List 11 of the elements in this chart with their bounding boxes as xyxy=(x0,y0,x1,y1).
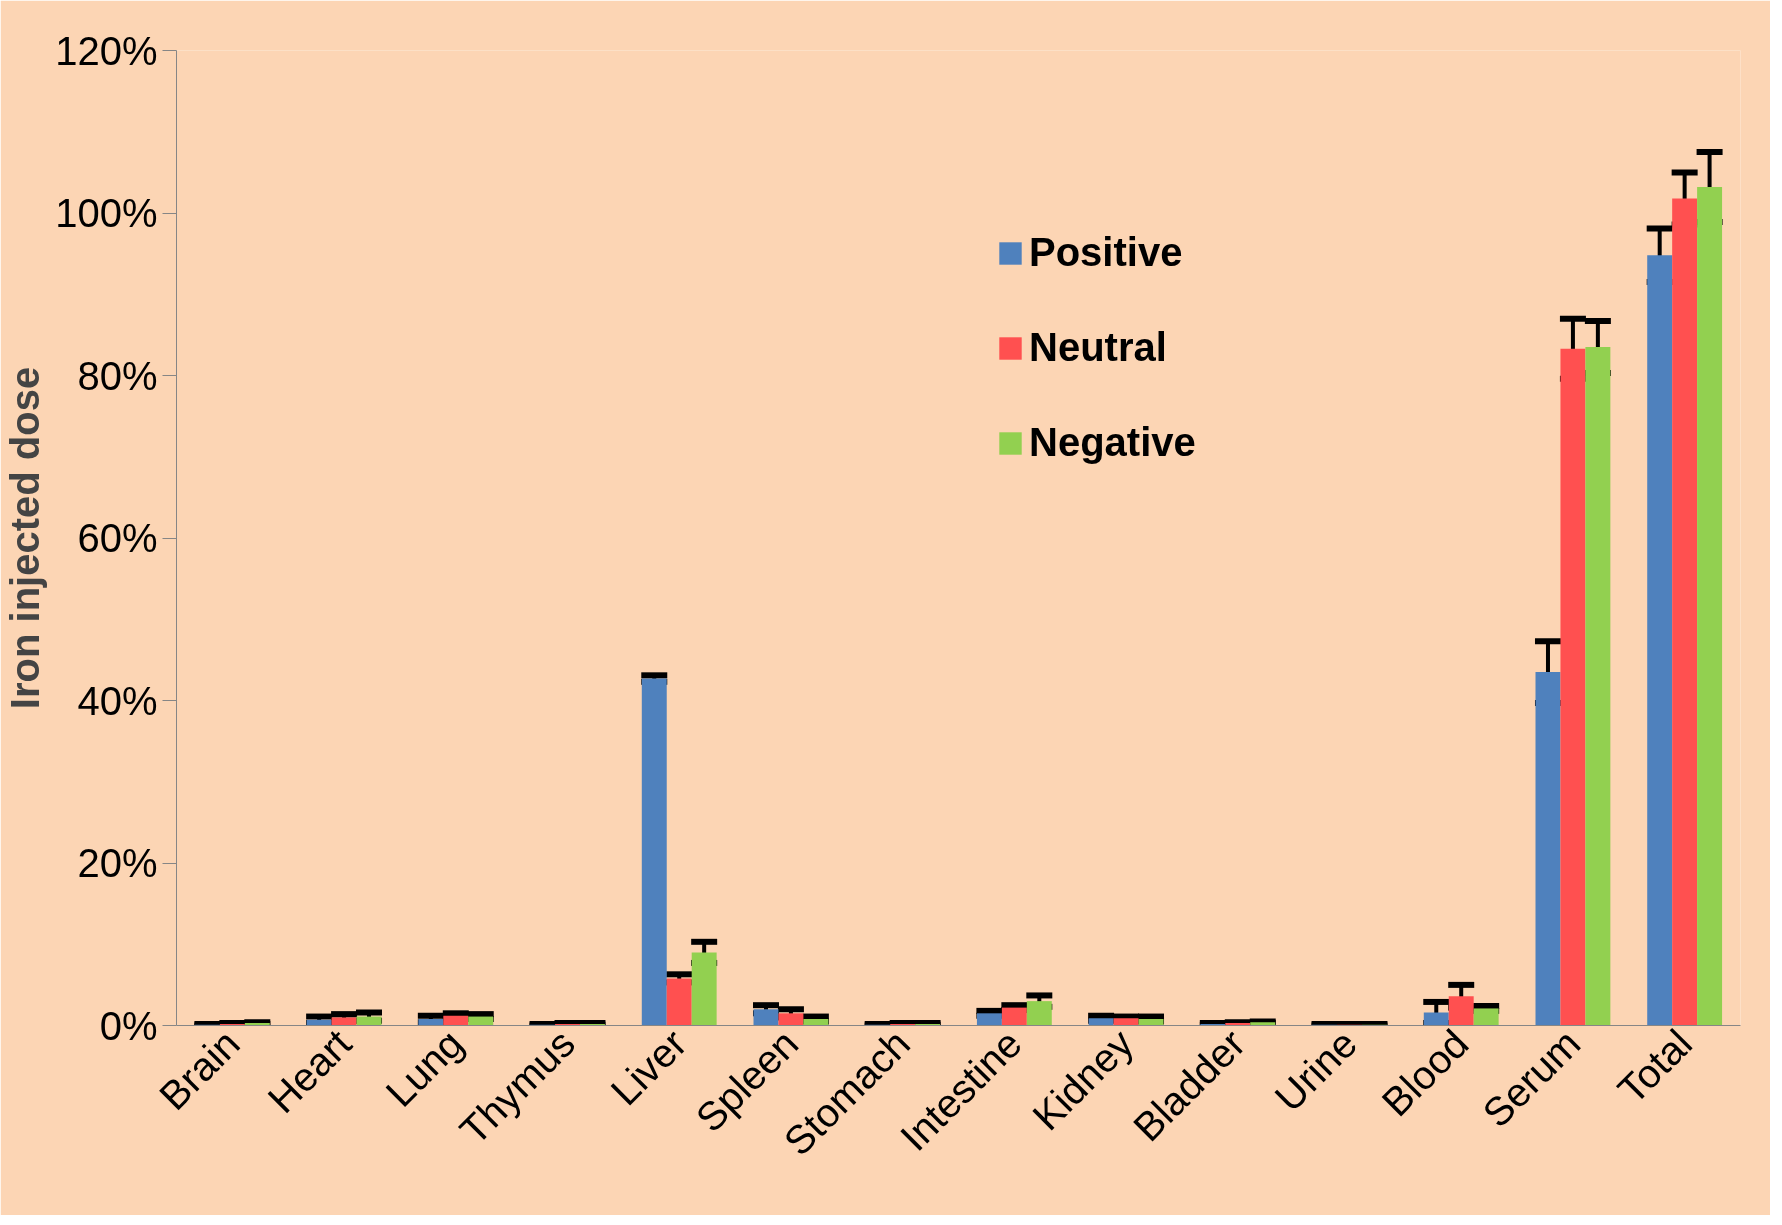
y-tick-label: 40% xyxy=(77,678,158,723)
y-tick-label: 20% xyxy=(77,841,158,885)
legend-label: Negative xyxy=(1029,420,1196,465)
y-tick-label: 100% xyxy=(55,191,158,235)
y-axis-title: Iron injected dose xyxy=(3,366,48,710)
legend-label: Neutral xyxy=(1029,325,1167,370)
y-tick-label: 60% xyxy=(77,516,158,560)
legend-label: Positive xyxy=(1029,230,1183,275)
y-tick-label: 0% xyxy=(99,1003,158,1048)
y-tick-label: 80% xyxy=(77,353,158,398)
y-tick-label: 120% xyxy=(55,28,158,73)
